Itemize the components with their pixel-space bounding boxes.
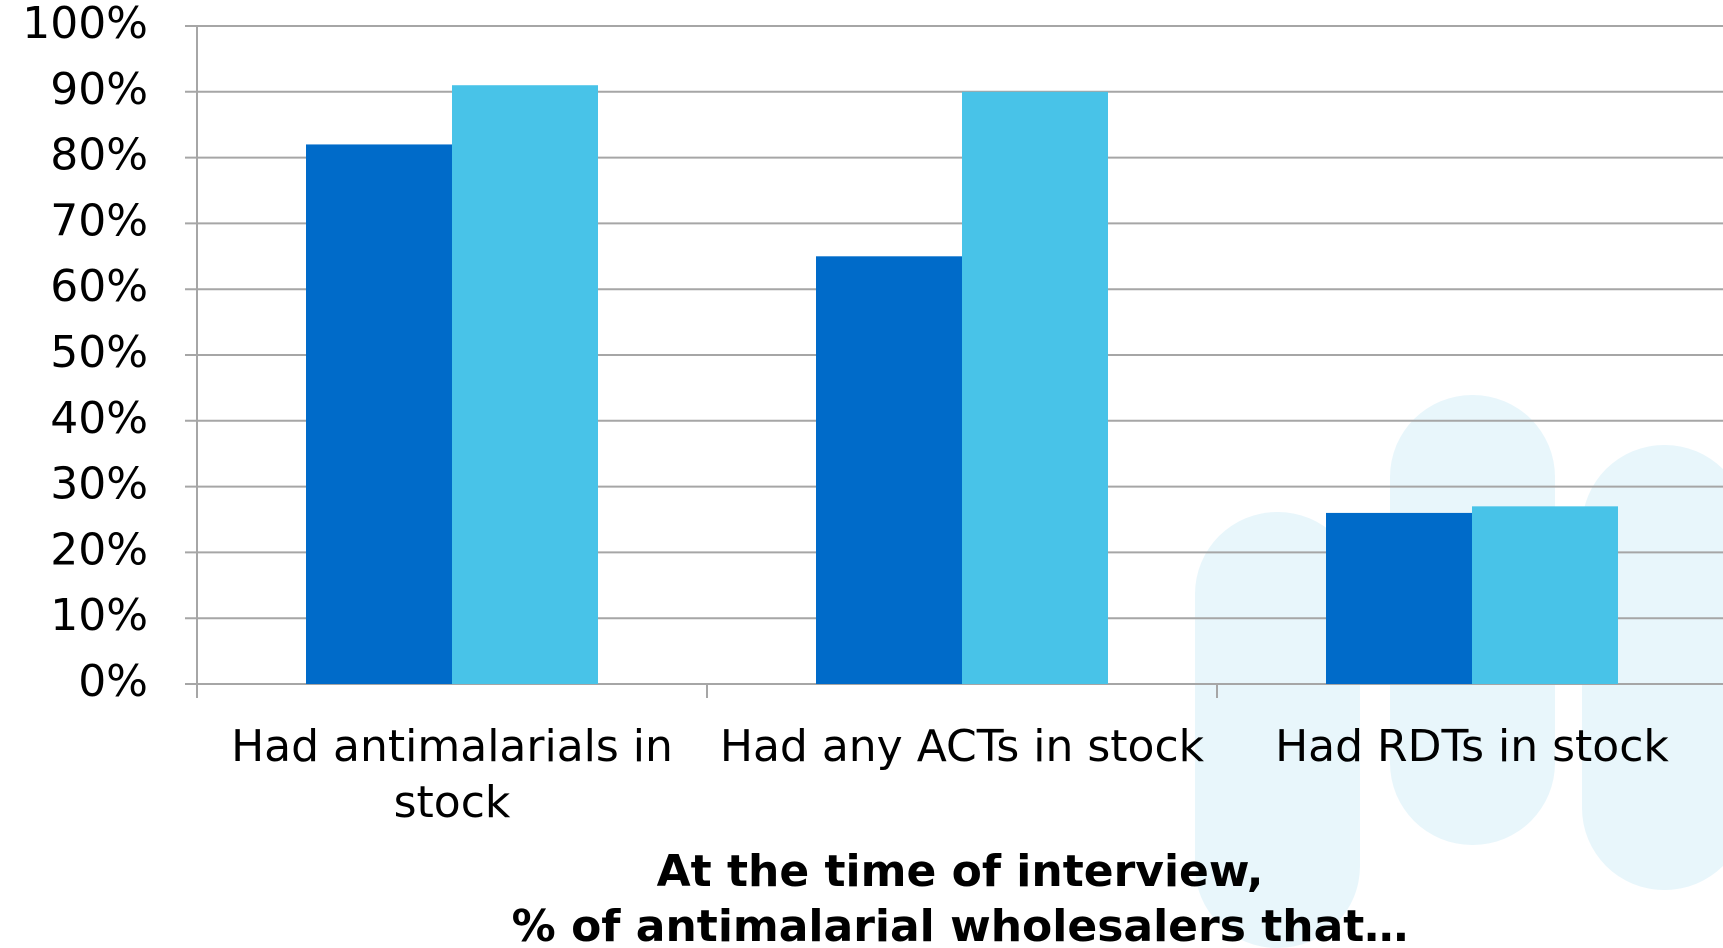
bar: [306, 144, 452, 684]
y-tick-label: 20%: [50, 524, 148, 575]
bar: [1326, 512, 1472, 684]
y-tick-label: 70%: [50, 195, 148, 246]
x-tick-label: Had any ACTs in stock: [719, 721, 1205, 772]
y-tick-label: 90%: [50, 64, 148, 115]
y-tick-label: 60%: [50, 261, 148, 312]
bar: [962, 91, 1108, 685]
y-tick-label: 0%: [78, 656, 148, 707]
y-tick-label: 40%: [50, 393, 148, 444]
y-tick-label: 50%: [50, 327, 148, 378]
x-axis-title: % of antimalarial wholesalers that…: [511, 901, 1409, 948]
bar: [816, 256, 962, 684]
bar: [452, 85, 598, 685]
y-tick-label: 80%: [50, 130, 148, 181]
y-tick-label: 30%: [50, 459, 148, 510]
x-axis-title: At the time of interview,: [656, 846, 1264, 897]
x-tick-label: Had RDTs in stock: [1275, 721, 1669, 772]
y-tick-label: 100%: [22, 0, 148, 49]
x-tick-label: Had antimalarials in stock: [231, 721, 673, 828]
y-tick-label: 10%: [50, 590, 148, 641]
bar: [1472, 506, 1618, 684]
